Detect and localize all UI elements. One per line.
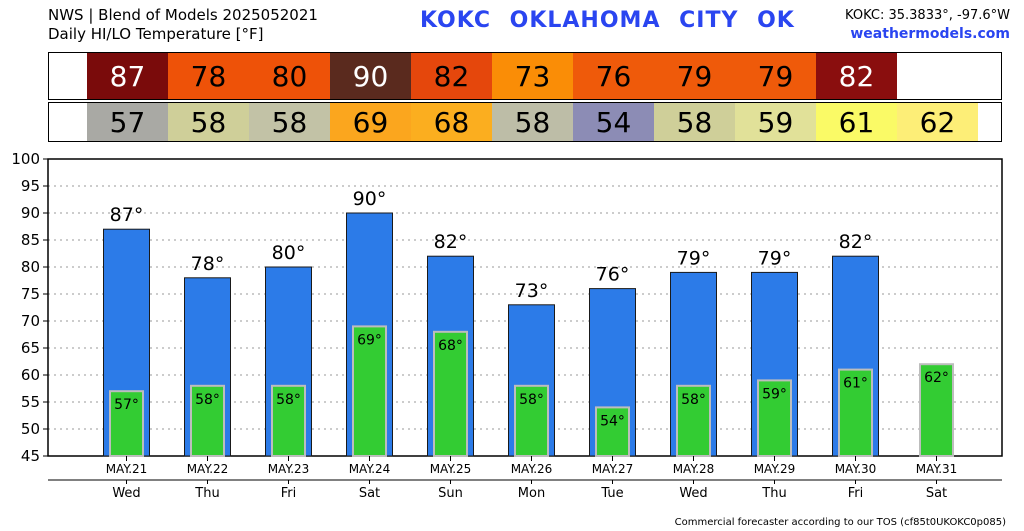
y-tick-label: 100: [11, 150, 40, 168]
y-tick-label: 45: [21, 447, 40, 465]
y-tick-label: 75: [21, 285, 40, 303]
x-date-label: MAY.26: [511, 462, 553, 476]
low-bar: [190, 384, 225, 457]
x-weekday-label: Sat: [926, 486, 947, 501]
high-temp-cell: 73: [492, 53, 573, 99]
low-temp-cell: 58: [654, 103, 735, 141]
high-value-label: 82°: [839, 231, 873, 253]
low-bar: [838, 368, 873, 458]
station-id: KOKC: [420, 8, 491, 33]
low-value-label: 58°: [276, 392, 301, 408]
high-temp-cell: 82: [411, 53, 492, 99]
state-code: OK: [757, 8, 795, 33]
y-tick-label: 55: [21, 393, 40, 411]
x-weekday-label: Thu: [761, 486, 786, 501]
low-temp-cell: 54: [573, 103, 654, 141]
low-value-label: 58°: [519, 392, 544, 408]
low-bar: [352, 325, 387, 457]
high-value-label: 76°: [596, 264, 630, 286]
high-value-label: 82°: [434, 231, 468, 253]
site-link[interactable]: weathermodels.com: [850, 26, 1010, 42]
footer-note: Commercial forecaster according to our T…: [674, 517, 1006, 528]
x-weekday-label: Wed: [112, 486, 140, 501]
low-value-label: 62°: [924, 370, 949, 386]
high-value-label: 90°: [353, 188, 387, 210]
low-temp-cell: 57: [87, 103, 168, 141]
x-weekday-label: Mon: [518, 486, 545, 501]
x-date-label: MAY.31: [916, 462, 958, 476]
y-tick-label: 85: [21, 231, 40, 249]
low-bar: [514, 384, 549, 457]
x-weekday-label: Sun: [438, 486, 463, 501]
high-temp-cell: 82: [816, 53, 897, 99]
low-value-label: 59°: [762, 386, 787, 402]
header-right: KOKC: 35.3833°, -97.6°W weathermodels.co…: [845, 6, 1010, 44]
low-value-label: 54°: [600, 413, 625, 429]
station-coords: KOKC: 35.3833°, -97.6°W: [845, 8, 1010, 23]
low-temp-cell: 62: [897, 103, 978, 141]
x-date-label: MAY.30: [835, 462, 877, 476]
low-temp-cell: 58: [249, 103, 330, 141]
low-value-label: 61°: [843, 376, 868, 392]
high-value-label: 79°: [758, 247, 792, 269]
low-temp-cell: 58: [168, 103, 249, 141]
high-value-label: 79°: [677, 247, 711, 269]
high-temp-cell: 79: [654, 53, 735, 99]
x-date-label: MAY.27: [592, 462, 634, 476]
y-tick-label: 95: [21, 177, 40, 195]
low-value-label: 57°: [114, 397, 139, 413]
y-tick-label: 65: [21, 339, 40, 357]
x-date-label: MAY.23: [268, 462, 310, 476]
low-value-label: 58°: [195, 392, 220, 408]
x-weekday-label: Tue: [600, 486, 623, 501]
y-tick-label: 70: [21, 312, 40, 330]
model-run-label: NWS | Blend of Models 2025052021: [48, 6, 318, 24]
high-temp-cell: 79: [735, 53, 816, 99]
low-temp-strip: 57 58 58 69 68 58 54 58 59 61 62: [48, 102, 1002, 142]
y-tick-label: 60: [21, 366, 40, 384]
y-tick-label: 80: [21, 258, 40, 276]
high-temp-cell: 87: [87, 53, 168, 99]
header-left: NWS | Blend of Models 2025052021 Daily H…: [48, 6, 318, 44]
low-temp-cell: 61: [816, 103, 897, 141]
high-temp-cell: 80: [249, 53, 330, 99]
low-value-label: 68°: [438, 338, 463, 354]
high-value-label: 87°: [110, 204, 144, 226]
x-date-label: MAY.24: [349, 462, 391, 476]
high-temp-cell: 76: [573, 53, 654, 99]
x-date-label: MAY.28: [673, 462, 715, 476]
x-weekday-label: Thu: [194, 486, 219, 501]
station-title: KOKC OKLAHOMA CITY OK: [420, 8, 795, 33]
low-bar: [676, 384, 711, 457]
high-value-label: 73°: [515, 280, 549, 302]
high-value-label: 78°: [191, 253, 225, 275]
high-temp-cell: 90: [330, 53, 411, 99]
low-temp-cell: 69: [330, 103, 411, 141]
high-temp-cell: 78: [168, 53, 249, 99]
x-weekday-label: Fri: [848, 486, 864, 501]
x-weekday-label: Fri: [281, 486, 297, 501]
low-bar: [433, 330, 468, 457]
low-temp-cell: 58: [492, 103, 573, 141]
y-tick-label: 50: [21, 420, 40, 438]
x-date-label: MAY.21: [106, 462, 148, 476]
high-temp-strip: 87 78 80 90 82 73 76 79 79 82: [48, 52, 1002, 100]
low-temp-cell: 68: [411, 103, 492, 141]
y-tick-label: 90: [21, 204, 40, 222]
low-value-label: 69°: [357, 332, 382, 348]
x-weekday-label: Wed: [679, 486, 707, 501]
low-bar: [757, 379, 792, 457]
city-name: OKLAHOMA CITY: [509, 8, 739, 33]
low-bar: [919, 363, 954, 458]
x-date-label: MAY.25: [430, 462, 472, 476]
x-weekday-label: Sat: [359, 486, 380, 501]
low-temp-cell: 59: [735, 103, 816, 141]
high-value-label: 80°: [272, 242, 306, 264]
chart-title: Daily HI/LO Temperature [°F]: [48, 25, 264, 43]
x-date-label: MAY.29: [754, 462, 796, 476]
low-value-label: 58°: [681, 392, 706, 408]
low-bar: [109, 390, 144, 458]
x-date-label: MAY.22: [187, 462, 229, 476]
